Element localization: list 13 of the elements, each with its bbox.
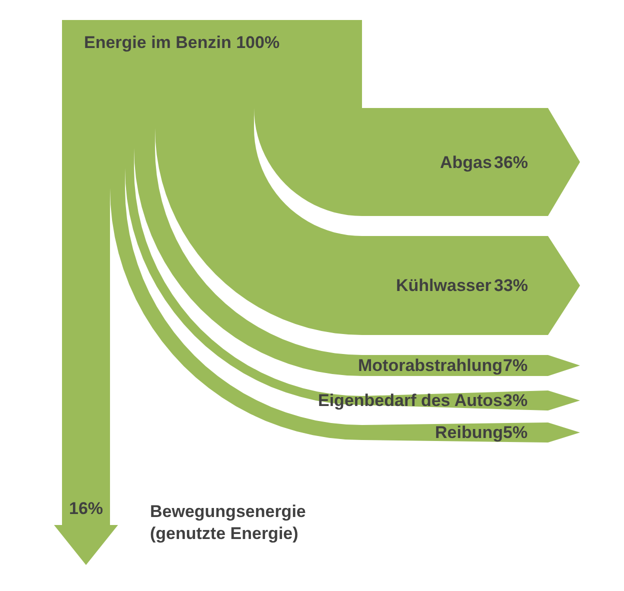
category-label: Abgas [440, 153, 492, 172]
category-label: Bewegungsenergie (genutzte Energie) [150, 502, 306, 544]
data-label: 16% [69, 499, 104, 518]
data-label: 7% [503, 356, 528, 375]
category-label: Eigenbedarf des Autos [318, 391, 503, 410]
category-label: Reibung [435, 423, 503, 442]
text: Energie im Benzin 100% [84, 33, 280, 52]
category-label: Kühlwasser [396, 276, 492, 295]
data-label: 5% [503, 423, 528, 442]
data-label: 3% [503, 391, 528, 410]
data-label: 36% [494, 153, 528, 172]
data-label: 33% [494, 276, 528, 295]
category-label: Motorabstrahlung [358, 356, 502, 375]
